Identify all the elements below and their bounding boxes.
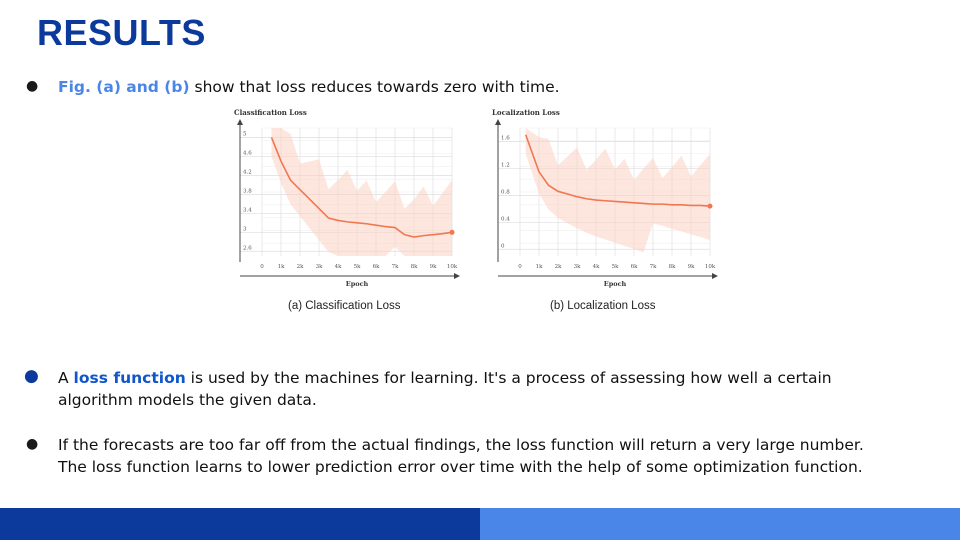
- chart-panel-a: Classification Loss 0 1k 2k 3k 4k 5k 6k 7k 8k 9k 10…: [232, 104, 464, 319]
- loss-function-term: loss function: [73, 369, 186, 387]
- chart-title: Classification Loss: [234, 108, 307, 117]
- bullet-figures: Fig. (a) and (b) show that loss reduces …: [58, 76, 560, 98]
- x-tick-label: 7k: [392, 264, 399, 270]
- y-tick-label: 3.4: [243, 207, 252, 213]
- y-tick-label: 4.2: [243, 169, 252, 175]
- x-tick-label: 4k: [593, 264, 600, 270]
- bullet-text: is used by the machines for learning. It…: [185, 369, 832, 387]
- localization-loss-chart: Localization Loss 0 1k 2k 3k 4k 5k 6k 7k 8k 9k 10k 0…: [492, 108, 718, 288]
- x-tick-label: 0: [518, 264, 522, 270]
- y-tick-label: 0.8: [501, 189, 510, 195]
- x-tick-label: 4k: [335, 264, 342, 270]
- x-tick-label: 2k: [555, 264, 562, 270]
- bullet-dot: ●: [26, 436, 39, 452]
- bullet-loss-function: A loss function is used by the machines …: [58, 367, 938, 411]
- classification-loss-chart: Classification Loss 0 1k 2k 3k 4k 5k 6k 7k 8k 9k 10…: [234, 108, 460, 288]
- chart-panel-b: Localization Loss 0 1k 2k 3k 4k 5k 6k 7k 8k 9k 10k 0…: [490, 104, 722, 319]
- y-tick-label: 4.6: [243, 150, 252, 156]
- figure-reference: Fig. (a) and (b): [58, 78, 190, 96]
- chart-caption-b: (b) Localization Loss: [550, 300, 656, 312]
- y-tick-label: 0.4: [501, 216, 510, 222]
- loss-curve: [524, 134, 711, 207]
- x-tick-label: 7k: [650, 264, 657, 270]
- x-tick-label: 10k: [447, 264, 458, 270]
- x-tick-label: 1k: [278, 264, 285, 270]
- x-tick-label: 9k: [688, 264, 695, 270]
- bullet-text: algorithm models the given data.: [58, 391, 317, 409]
- y-axis-arrow: [237, 119, 243, 125]
- x-axis-label: Epoch: [604, 280, 627, 288]
- x-tick-label: 3k: [574, 264, 581, 270]
- y-tick-label: 1.2: [501, 162, 510, 168]
- y-tick-label: 3: [243, 226, 247, 232]
- y-tick-label: 1.6: [501, 135, 510, 141]
- x-tick-label: 6k: [631, 264, 638, 270]
- x-axis-label: Epoch: [346, 280, 369, 288]
- x-tick-label: 1k: [536, 264, 543, 270]
- bullet-text: show that loss reduces towards zero with…: [189, 78, 560, 96]
- x-tick-label: 5k: [612, 264, 619, 270]
- bullet-text: If the forecasts are too far off from th…: [58, 436, 864, 454]
- bullet-prefix: A: [58, 369, 74, 387]
- loss-curve-endpoint: [707, 203, 713, 209]
- loss-curve-endpoint: [449, 229, 455, 235]
- slide-title: RESULTS: [37, 12, 206, 53]
- chart-caption-a: (a) Classification Loss: [288, 300, 401, 312]
- y-tick-label: 5: [243, 131, 247, 137]
- noise-band: [271, 128, 452, 256]
- y-tick-label: 2.6: [243, 245, 252, 251]
- x-tick-label: 3k: [316, 264, 323, 270]
- x-axis-arrow: [454, 273, 460, 279]
- x-tick-label: 5k: [354, 264, 361, 270]
- bullet-dot: ●: [26, 78, 39, 94]
- y-axis-arrow: [495, 119, 501, 125]
- x-tick-label: 9k: [430, 264, 437, 270]
- noise-band: [525, 128, 710, 253]
- x-tick-label: 8k: [669, 264, 676, 270]
- footer-bar-left: [0, 508, 480, 540]
- y-tick-label: 3.8: [243, 188, 252, 194]
- y-tick-label: 0: [501, 243, 505, 249]
- x-tick-label: 2k: [297, 264, 304, 270]
- loss-curve: [270, 137, 453, 238]
- bullet-dot: ●: [24, 366, 39, 386]
- x-tick-label: 10k: [705, 264, 716, 270]
- bullet-text: The loss function learns to lower predic…: [58, 458, 863, 476]
- x-axis-arrow: [712, 273, 718, 279]
- x-tick-label: 0: [260, 264, 264, 270]
- x-tick-label: 8k: [411, 264, 418, 270]
- footer-bar-right: [480, 508, 960, 540]
- bullet-forecasts: If the forecasts are too far off from th…: [58, 434, 953, 478]
- x-tick-label: 6k: [373, 264, 380, 270]
- chart-title: Localization Loss: [492, 108, 560, 117]
